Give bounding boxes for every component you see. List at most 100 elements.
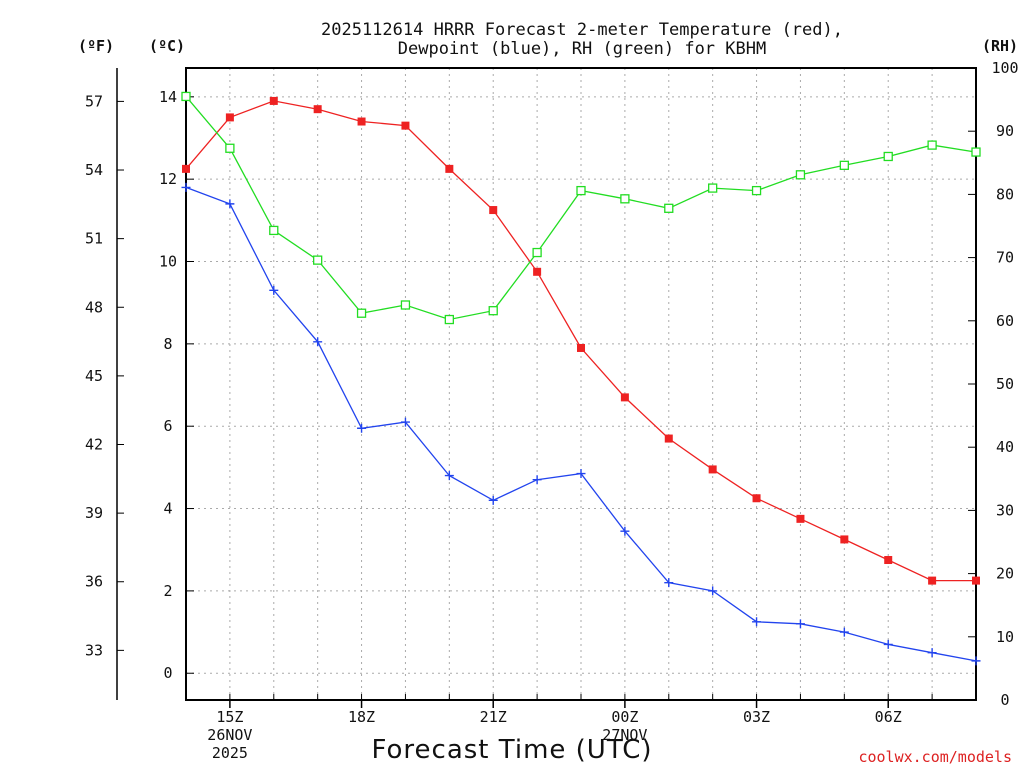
temperature-point [752,494,761,503]
rh-point [751,185,762,196]
rh-point [488,306,498,316]
rh-tick-label: 90 [996,122,1014,140]
celsius-tick-label: 12 [159,170,177,188]
rh-point [181,91,191,102]
fahrenheit-tick-label: 33 [85,641,103,659]
rh-point [708,183,718,193]
celsius-tick-label: 0 [163,664,172,682]
temperature-point [620,393,629,402]
fahrenheit-tick-label: 48 [85,298,103,316]
chart-title-line-1: 2025112614 HRRR Forecast 2-meter Tempera… [321,20,843,40]
x-axis-title: Forecast Time (UTC) [371,735,652,765]
rh-point [883,151,893,162]
temperature-point [269,96,278,105]
credit-text: coolwx.com/models [858,748,1012,766]
celsius-tick-label: 14 [159,88,177,106]
dewpoint-point [839,627,849,637]
series-rh [181,91,981,325]
temperature-point [225,113,234,122]
temperature-point [313,105,322,114]
x-tick-label: 26NOV [207,726,252,744]
rh-point [620,194,630,204]
fahrenheit-tick-label: 42 [85,436,103,454]
rh-unit-label: (RH) [982,37,1018,55]
temperature-point [577,343,585,352]
rh-tick-label: 40 [996,438,1014,456]
temperature-point [489,206,498,215]
dewpoint-point [225,199,235,209]
x-tick-label: 2025 [212,744,248,762]
dewpoint-point [708,586,718,596]
rh-point [795,170,806,180]
x-tick-label: 18Z [348,708,375,726]
tick-label-layer: 0 2 4 6 8 10 12 14 33 36 39 42 45 48 51 54 57 0 10 20 30 40 50… [85,59,1019,762]
dewpoint-point [883,639,893,649]
dewpoint-point [488,495,498,505]
rh-point [927,140,937,150]
rh-point [532,247,542,258]
rh-tick-label: 100 [991,59,1018,77]
temperature-point [182,164,190,173]
temperature-point [928,576,937,585]
rh-point [576,185,586,196]
series-dewpoint [181,182,981,666]
fahrenheit-tick-label: 57 [85,92,103,110]
temperature-point [664,434,673,443]
rh-tick-label: 70 [996,249,1014,267]
temperature-point [884,556,893,565]
rh-tick-label: 80 [996,185,1014,203]
series-2-meter-temperature [182,96,980,585]
celsius-tick-label: 10 [159,253,177,271]
x-tick-label: 03Z [743,708,770,726]
temperature-point [533,267,542,276]
temperature-point [708,465,717,474]
dewpoint-point [444,471,454,481]
rh-tick-label: 0 [1000,691,1009,709]
fahrenheit-tick-label: 39 [85,504,103,522]
celsius-tick-label: 2 [163,582,172,600]
dewpoint-point [795,619,805,629]
rh-tick-label: 10 [996,628,1014,646]
dewpoint-point [664,578,674,588]
dewpoint-point [313,337,323,347]
temperature-point [445,164,454,173]
celsius-tick-label: 6 [163,417,172,435]
temperature-point [401,121,410,130]
rh-point [269,225,279,236]
rh-point [356,308,367,318]
rh-point [664,203,674,213]
rh-tick-label: 60 [996,312,1014,330]
dewpoint-point [576,469,586,479]
x-tick-label: 00Z [611,708,638,726]
temperature-point [796,514,805,523]
series-line [185,186,977,662]
dewpoint-point [269,285,279,295]
axes-layer [116,67,977,708]
temperature-point [357,117,366,126]
x-tick-label: 21Z [480,708,507,726]
rh-point [971,147,981,157]
rh-point [313,255,323,265]
dewpoint-point [752,617,762,627]
fahrenheit-tick-label: 36 [85,573,103,591]
celsius-tick-label: 8 [163,335,172,353]
rh-tick-label: 20 [996,565,1014,583]
celsius-tick-label: 4 [163,500,172,518]
x-tick-label: 15Z [216,708,243,726]
temperature-point [840,535,849,544]
dewpoint-point [400,417,410,427]
temperature-point [972,576,980,585]
fahrenheit-tick-label: 45 [85,367,103,385]
rh-tick-label: 30 [996,501,1014,519]
chart-title-line-2: Dewpoint (blue), RH (green) for KBHM [398,39,766,59]
series-layer [181,91,981,666]
series-line [185,100,976,582]
dewpoint-point [181,182,191,192]
dewpoint-point [971,656,981,666]
dewpoint-point [927,648,937,658]
celsius-unit-label: (ºC) [149,37,185,55]
x-tick-label: 06Z [875,708,902,726]
dewpoint-point [357,423,367,433]
rh-point [444,314,454,325]
